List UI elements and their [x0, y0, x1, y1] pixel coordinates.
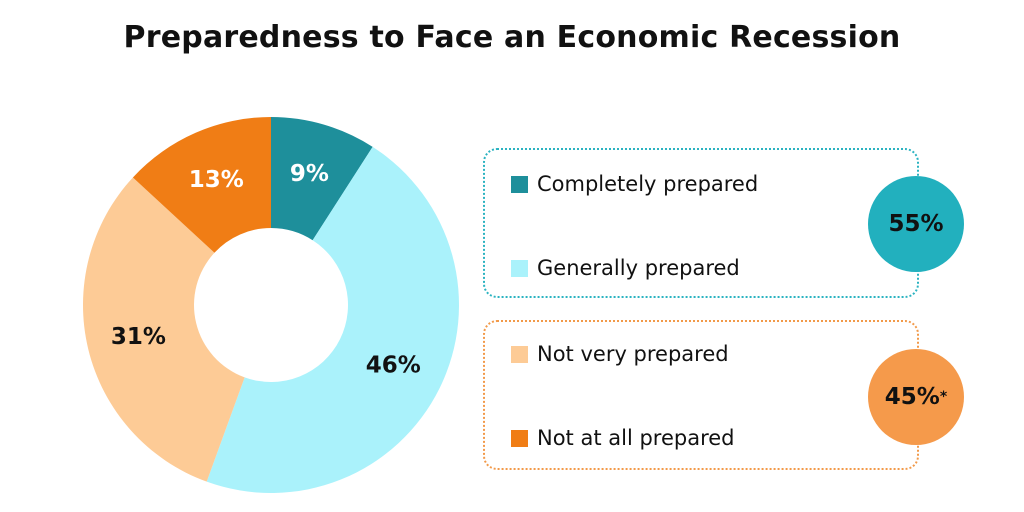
legend-label-completely-prepared: Completely prepared — [537, 172, 759, 196]
legend-swatch-generally-prepared — [511, 259, 528, 277]
legend-swatch-not-at-all-prepared — [511, 429, 528, 447]
slice-completely-prepared — [271, 117, 373, 241]
prepared-total-bubble: 55% — [868, 176, 964, 272]
prepared-total-value: 55% — [888, 211, 944, 237]
unprepared-total-value: 45% — [884, 384, 940, 410]
slice-label-not-very-prepared: 31% — [111, 324, 166, 350]
legend-group-prepared: Completely prepared Generally prepared — [483, 148, 919, 298]
slice-generally-prepared — [206, 146, 459, 493]
legend-swatch-completely-prepared — [511, 175, 528, 193]
slice-not-very-prepared — [83, 177, 245, 482]
legend-item-not-very-prepared: Not very prepared — [511, 342, 729, 366]
unprepared-total-asterisk: * — [939, 389, 948, 405]
chart-title: Preparedness to Face an Economic Recessi… — [123, 20, 901, 55]
legend-item-generally-prepared: Generally prepared — [511, 256, 740, 280]
legend-swatch-not-very-prepared — [511, 345, 528, 363]
legend-label-not-at-all-prepared: Not at all prepared — [537, 426, 735, 450]
legend-item-completely-prepared: Completely prepared — [511, 172, 758, 196]
legend-label-generally-prepared: Generally prepared — [537, 256, 740, 280]
legend-group-unprepared: Not very prepared Not at all prepared — [483, 320, 919, 470]
slice-label-generally-prepared: 46% — [366, 353, 421, 379]
slice-label-not-at-all-prepared: 13% — [189, 167, 244, 193]
legend-label-not-very-prepared: Not very prepared — [537, 342, 729, 366]
slice-not-at-all-prepared — [132, 117, 271, 253]
legend-item-not-at-all-prepared: Not at all prepared — [511, 426, 735, 450]
slice-label-completely-prepared: 9% — [290, 161, 329, 187]
unprepared-total-bubble: 45% * — [868, 349, 964, 445]
